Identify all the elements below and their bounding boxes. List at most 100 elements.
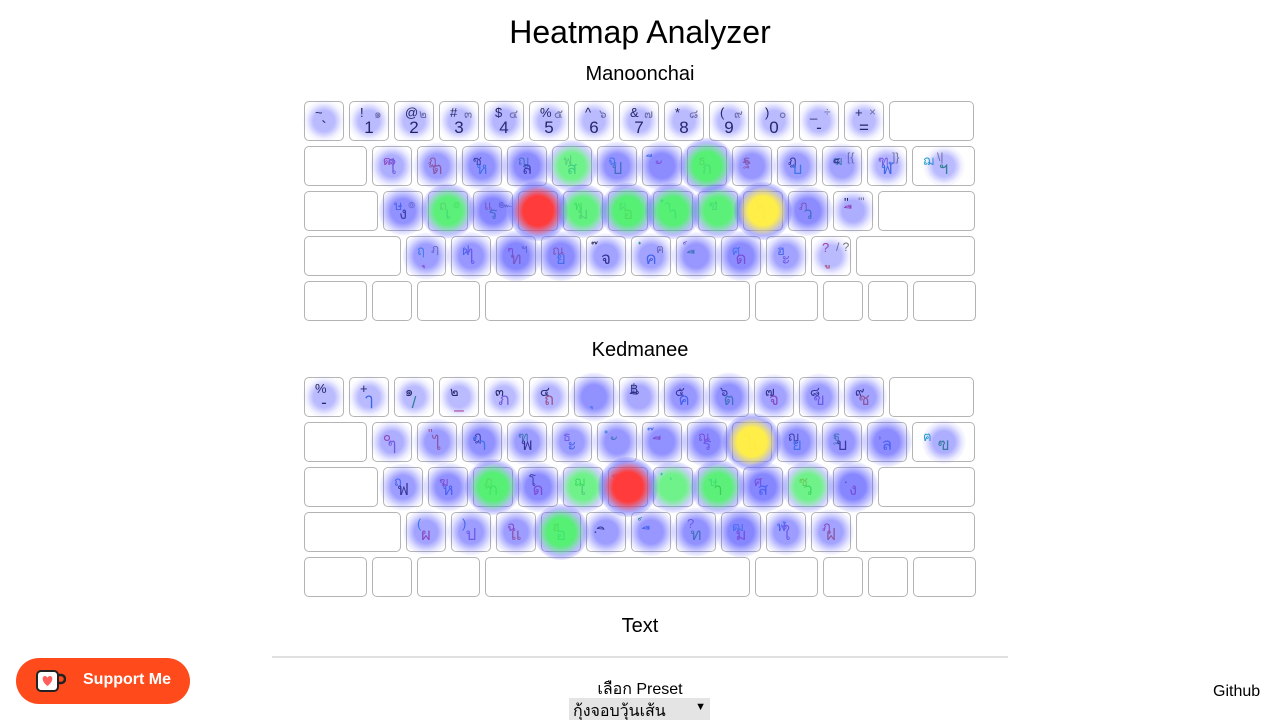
key-main-label: - <box>321 393 327 412</box>
key-main-label: 8 <box>679 118 689 137</box>
key: ฆ[{็ <box>822 146 862 186</box>
key-main-label: ล <box>881 435 893 454</box>
key: ฺิ <box>586 512 626 552</box>
key-main-label: ว <box>803 480 813 499</box>
key-main-label: ึ <box>620 386 658 413</box>
keyboard-kedmanee: %-+ๅ๑/๒_๓ภ๔ถุ฿ึ๕ค๖ต๗จ๘ข๙ช๐ๆ"ไฎำฑพธะํั๊ีณ… <box>303 372 977 600</box>
key: โด <box>518 467 558 507</box>
key <box>889 377 974 417</box>
key-main-label: ล <box>521 159 533 178</box>
key-alt-label: ๒ <box>419 107 427 121</box>
preset-select[interactable]: กุ้งจอบวุ้นเส้น ▼ <box>569 698 710 720</box>
key <box>372 557 412 597</box>
key-alt-label: / ? <box>836 240 850 254</box>
key: ฎบ <box>777 146 817 186</box>
key-main-label: ื <box>677 245 715 272</box>
key-shift-label: ( <box>720 105 725 120</box>
key: ถ๏เ <box>428 191 468 231</box>
key: + ๅ <box>349 377 389 417</box>
key-main-label: ย <box>792 435 802 454</box>
key: ฌ \| ฯ <box>912 146 975 186</box>
key-shift-label: * <box>675 105 681 120</box>
key <box>913 281 976 321</box>
key: ฤฦุ <box>406 236 446 276</box>
key-main-label: ำ <box>477 435 487 454</box>
key-main-label: เ <box>445 204 451 223</box>
key: ฿ึ <box>619 377 659 417</box>
key-main-label: ใ <box>781 525 791 544</box>
key-main-label: ุ <box>575 386 613 413</box>
key: ๗จ <box>754 377 794 417</box>
key: & ๗ 7 <box>619 101 659 141</box>
key-main-label: ก <box>487 480 499 499</box>
key: ุ <box>574 377 614 417</box>
divider <box>272 656 1008 658</box>
key-shift-label: $ <box>495 105 503 120</box>
key-main-label: ถ <box>543 390 555 409</box>
key <box>304 281 367 321</box>
key <box>372 281 412 321</box>
key <box>304 191 378 231</box>
key-main-label: ป <box>465 525 477 544</box>
key <box>868 281 908 321</box>
key: ๋่ <box>653 467 693 507</box>
key: _ ÷ - <box>799 101 839 141</box>
key: ฉป <box>597 146 637 186</box>
key-shift-label: ๒ <box>450 384 459 399</box>
key: ์ื <box>631 512 671 552</box>
key-main-label: อ <box>622 204 634 223</box>
key-main-label: า <box>713 480 723 499</box>
github-link[interactable]: Github <box>1213 683 1261 700</box>
key-alt-label: \| <box>937 150 944 164</box>
key <box>889 101 974 141</box>
key: ธก <box>687 146 727 186</box>
key-alt-label: ๗ <box>644 107 654 121</box>
key-main-label: ุ <box>407 245 445 272</box>
key: ์ื <box>676 236 716 276</box>
key: ฯน <box>732 422 772 462</box>
key-alt-label: ๘ <box>689 107 699 121</box>
key <box>823 557 863 597</box>
key-main-label: ่ <box>699 200 737 227</box>
key <box>304 512 401 552</box>
key-main-label: ` <box>321 118 327 137</box>
key: ฦฝ <box>811 512 851 552</box>
key-alt-label: ๐ <box>779 107 787 121</box>
text-section-title: Text <box>621 615 659 637</box>
key-main-label: - <box>816 118 822 137</box>
key <box>304 236 401 276</box>
key-main-label: บ <box>791 159 803 178</box>
key-main-label: 1 <box>364 118 374 137</box>
key-main-label: ร <box>702 435 712 454</box>
key-shift-label: ฌ <box>923 153 935 168</box>
key-main-label: ข <box>813 390 825 409</box>
key: ~ ` <box>304 101 344 141</box>
key-main-label: ฃ <box>937 435 950 454</box>
key <box>823 281 863 321</box>
key-alt-label: ๖ <box>599 107 607 121</box>
key: ฑ]} ฬ <box>867 146 907 186</box>
key-alt-label: × <box>869 105 877 119</box>
support-me-button[interactable]: Support Me <box>16 658 190 704</box>
key-main-label: ส <box>757 480 769 499</box>
key: ำา <box>653 191 693 231</box>
key: ๓ภ <box>484 377 524 417</box>
key-shift-label: # <box>450 105 458 120</box>
key-shift-label: ! <box>360 105 364 120</box>
key-main-label: ื <box>834 200 872 227</box>
key-main-label: ช <box>858 390 870 409</box>
key: ฎำ <box>462 422 502 462</box>
key: ๒ _ <box>439 377 479 417</box>
key-alt-label: ๕ <box>554 107 564 121</box>
key-main-label: 2 <box>409 118 419 137</box>
key-shift-label: & <box>630 105 639 120</box>
key-shift-label: % <box>540 105 552 120</box>
key: ! ๑ 1 <box>349 101 389 141</box>
key-shift-label: ? <box>822 240 830 255</box>
key-main-label: บ <box>836 435 848 454</box>
key-main-label: ม <box>735 525 747 544</box>
key: ศด <box>721 236 761 276</box>
key-main-label: _ <box>454 393 464 412</box>
key: ญล <box>507 146 547 186</box>
key-shift-label: ) <box>765 105 770 120</box>
